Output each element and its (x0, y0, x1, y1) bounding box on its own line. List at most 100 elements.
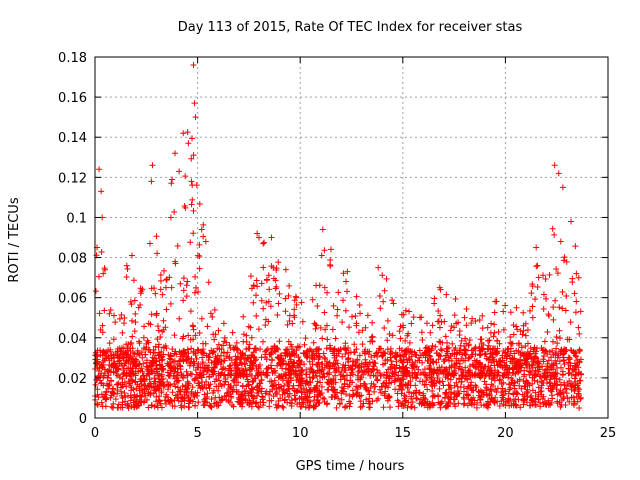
data-point (405, 380, 412, 387)
data-point (524, 340, 531, 347)
data-point (152, 370, 159, 377)
data-point (245, 381, 252, 388)
data-point (421, 394, 428, 401)
data-point (442, 391, 449, 398)
data-point (313, 361, 320, 368)
data-point (185, 140, 192, 147)
data-point (472, 318, 479, 325)
data-point (514, 378, 521, 385)
data-point (206, 354, 213, 361)
data-point (507, 309, 514, 316)
data-point (196, 200, 203, 207)
data-point (334, 389, 341, 396)
y-tick-label: 0 (79, 412, 87, 427)
data-point (323, 362, 330, 369)
data-point (469, 371, 476, 378)
data-point (138, 381, 145, 388)
data-point (171, 208, 178, 215)
data-point (462, 364, 469, 371)
data-point (302, 404, 309, 411)
data-point (348, 313, 355, 320)
data-point (146, 383, 153, 390)
data-point (386, 331, 393, 338)
data-point (107, 306, 114, 313)
data-point (353, 293, 360, 300)
data-point (186, 398, 193, 405)
data-point (178, 371, 185, 378)
data-point (531, 370, 538, 377)
data-point (381, 371, 388, 378)
data-point (362, 384, 369, 391)
data-point (357, 310, 364, 317)
data-point (479, 312, 486, 319)
data-point (239, 403, 246, 410)
data-point (249, 393, 256, 400)
data-point (191, 289, 198, 296)
data-point (544, 329, 551, 336)
data-point (188, 388, 195, 395)
data-point (422, 354, 429, 361)
data-point (513, 365, 520, 372)
data-point (416, 357, 423, 364)
data-point (451, 382, 458, 389)
chart-title: Day 113 of 2015, Rate Of TEC Index for r… (178, 20, 523, 35)
data-point (514, 326, 521, 333)
data-point (343, 347, 350, 354)
data-point (448, 357, 455, 364)
data-point (311, 356, 318, 363)
data-point (215, 341, 222, 348)
data-point (149, 162, 156, 169)
data-point (255, 389, 262, 396)
data-point (454, 392, 461, 399)
data-point (510, 390, 517, 397)
data-point (370, 363, 377, 370)
data-point (210, 367, 217, 374)
data-point (527, 402, 534, 409)
data-point (281, 382, 288, 389)
data-point (257, 346, 264, 353)
data-point (426, 352, 433, 359)
data-point (534, 359, 541, 366)
data-point (243, 346, 250, 353)
data-point (559, 351, 566, 358)
data-point (486, 391, 493, 398)
data-point (533, 371, 540, 378)
data-point (131, 404, 138, 411)
data-point (417, 370, 424, 377)
data-point (435, 307, 442, 314)
data-point (256, 234, 263, 241)
data-point (451, 312, 458, 319)
data-point (153, 310, 160, 317)
data-point (200, 221, 207, 228)
data-point (450, 372, 457, 379)
data-point (276, 338, 283, 345)
data-point (268, 234, 275, 241)
data-point (554, 270, 561, 277)
data-point (386, 393, 393, 400)
data-point (566, 355, 573, 362)
data-point (231, 361, 238, 368)
data-point (384, 337, 391, 344)
data-point (349, 387, 356, 394)
data-point (184, 372, 191, 379)
data-point (466, 336, 473, 343)
data-point (171, 364, 178, 371)
data-point (517, 349, 524, 356)
data-point (550, 372, 557, 379)
data-point (239, 351, 246, 358)
data-point (549, 347, 556, 354)
data-point (196, 329, 203, 336)
data-point (143, 386, 150, 393)
data-point (212, 331, 219, 338)
data-point (411, 364, 418, 371)
data-point (553, 378, 560, 385)
data-point (408, 320, 415, 327)
data-point (187, 359, 194, 366)
data-point (103, 389, 110, 396)
data-point (415, 366, 422, 373)
data-point (434, 366, 441, 373)
data-point (141, 375, 148, 382)
data-point (151, 378, 158, 385)
data-point (150, 390, 157, 397)
data-point (436, 379, 443, 386)
